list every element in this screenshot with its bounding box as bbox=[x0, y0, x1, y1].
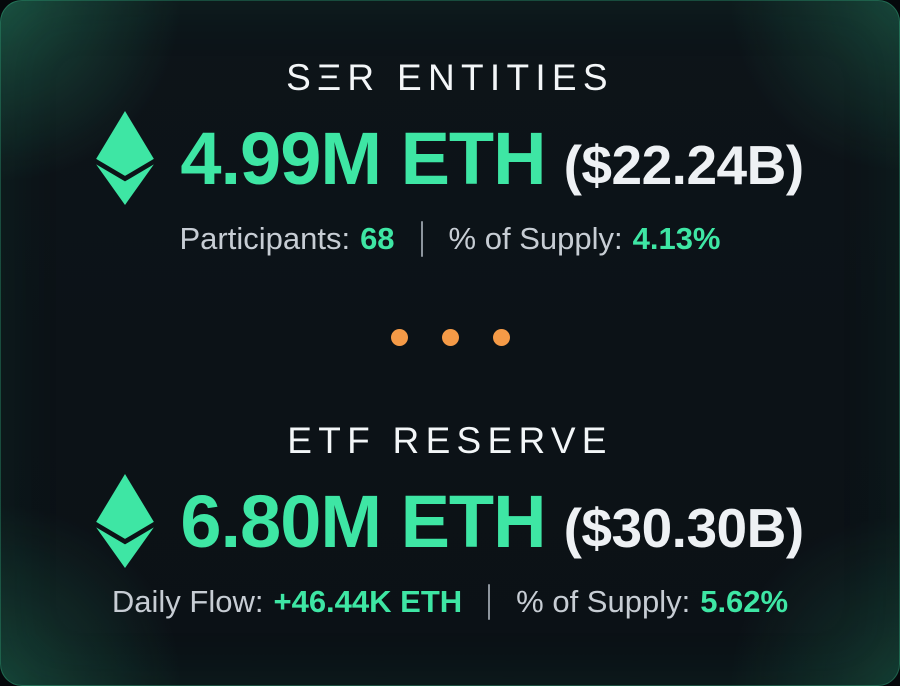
section-title: SΞR ENTITIES bbox=[286, 57, 614, 98]
amount-text: 6.80M ETH ($30.30B) bbox=[180, 479, 805, 564]
separator-dot bbox=[492, 329, 510, 346]
eth-amount: 4.99M ETH bbox=[180, 116, 546, 200]
stat-value: 5.62% bbox=[700, 584, 789, 619]
usd-value: ($30.30B) bbox=[563, 496, 805, 559]
amount-text: 4.99M ETH ($22.24B) bbox=[180, 116, 805, 201]
eth-amount: 6.80M ETH bbox=[180, 479, 546, 563]
section-etf-reserve: ETF RESERVE 6.80M ETH ($30.30B) Daily Fl… bbox=[1, 420, 899, 620]
stat-supply-pct: % of Supply: 4.13% bbox=[449, 221, 721, 257]
stat-label: % of Supply: bbox=[516, 584, 691, 619]
ethereum-icon bbox=[96, 474, 155, 568]
section-separator-dots bbox=[390, 329, 510, 346]
stat-value: 68 bbox=[360, 221, 395, 256]
section-title: ETF RESERVE bbox=[287, 420, 613, 461]
stats-row: Daily Flow: +46.44K ETH % of Supply: 5.62% bbox=[112, 584, 788, 620]
stat-daily-flow: Daily Flow: +46.44K ETH bbox=[112, 584, 462, 620]
separator-dot bbox=[441, 329, 459, 346]
stat-supply-pct: % of Supply: 5.62% bbox=[516, 584, 788, 620]
usd-value: ($22.24B) bbox=[563, 133, 805, 196]
stat-label: Participants: bbox=[179, 221, 351, 256]
separator-dot bbox=[390, 329, 408, 346]
stat-value: 4.13% bbox=[632, 221, 721, 256]
stats-row: Participants: 68 % of Supply: 4.13% bbox=[179, 221, 721, 257]
stat-label: Daily Flow: bbox=[111, 584, 264, 619]
stat-divider bbox=[420, 221, 423, 257]
stat-participants: Participants: 68 bbox=[179, 221, 394, 257]
stat-value: +46.44K ETH bbox=[273, 584, 463, 619]
section-ser-entities: SΞR ENTITIES 4.99M ETH ($22.24B) Partici… bbox=[1, 57, 899, 257]
amount-row: 6.80M ETH ($30.30B) bbox=[96, 474, 805, 568]
stat-label: % of Supply: bbox=[448, 221, 623, 256]
ethereum-icon bbox=[96, 111, 155, 205]
amount-row: 4.99M ETH ($22.24B) bbox=[96, 111, 805, 205]
stat-divider bbox=[488, 584, 491, 620]
